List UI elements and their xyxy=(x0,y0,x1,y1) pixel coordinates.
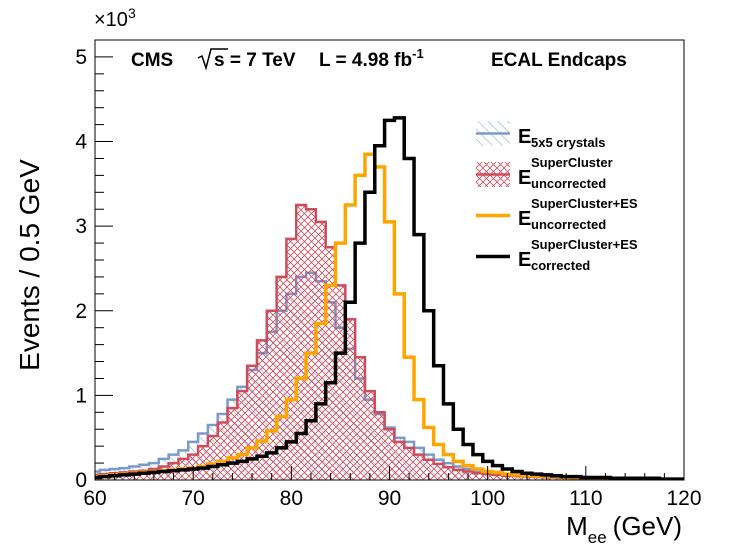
y-tick-label: 2 xyxy=(75,300,87,323)
y-axis-label: Events / 0.5 GeV xyxy=(14,159,45,371)
y-tick-label: 0 xyxy=(75,469,87,492)
legend: E 5x5 crystalsESuperClusteruncorrectedESu… xyxy=(476,121,638,273)
x-tick-label: 120 xyxy=(666,487,701,510)
legend-label-sup: SuperCluster+ES xyxy=(531,237,638,252)
experiment-label: CMS xyxy=(131,50,173,71)
sqrt-symbol-icon xyxy=(197,48,228,71)
legend-entry: E 5x5 crystals xyxy=(476,121,605,150)
x-tick-label: 100 xyxy=(470,487,505,510)
y-tick-label: 3 xyxy=(75,215,87,238)
y-multiplier: ×103 xyxy=(94,5,136,31)
x-tick-label: 80 xyxy=(280,487,303,510)
series-layer xyxy=(95,116,684,480)
legend-label: E xyxy=(518,126,531,148)
x-tick-label: 60 xyxy=(83,487,106,510)
series-3 xyxy=(95,116,684,480)
series-1-fill xyxy=(95,205,684,480)
legend-label-sup: SuperCluster xyxy=(531,155,613,170)
y-tick-label: 1 xyxy=(75,384,87,407)
legend-label-sup: SuperCluster+ES xyxy=(531,196,638,211)
legend-label-sub: uncorrected xyxy=(531,176,606,191)
legend-label: E xyxy=(518,167,531,189)
legend-label-sub: uncorrected xyxy=(531,217,606,232)
legend-label: E xyxy=(518,249,531,271)
x-tick-label: 110 xyxy=(569,487,602,510)
y-tick-label: 5 xyxy=(75,46,87,69)
legend-label: E xyxy=(518,208,531,230)
x-tick-label: 70 xyxy=(181,487,204,510)
y-tick-label: 4 xyxy=(75,131,87,154)
series-3-line xyxy=(95,116,684,480)
axes-layer: 60 70 80 90 100 110 120 0 1 2 3 4 5 xyxy=(75,39,702,510)
sqrt-s-label: s = 7 TeV xyxy=(197,48,296,71)
legend-label-sub: 5x5 crystals xyxy=(531,135,605,150)
legend-label-sub: corrected xyxy=(531,258,590,273)
lumi-label: L = 4.98 fb-1 xyxy=(319,46,424,71)
x-axis-label: Mee (GeV) xyxy=(566,511,682,547)
x-tick-label: 90 xyxy=(378,487,401,510)
svg-text:s = 7 TeV: s = 7 TeV xyxy=(214,50,296,71)
region-label: ECAL Endcaps xyxy=(491,50,627,71)
plot-frame xyxy=(94,39,685,481)
